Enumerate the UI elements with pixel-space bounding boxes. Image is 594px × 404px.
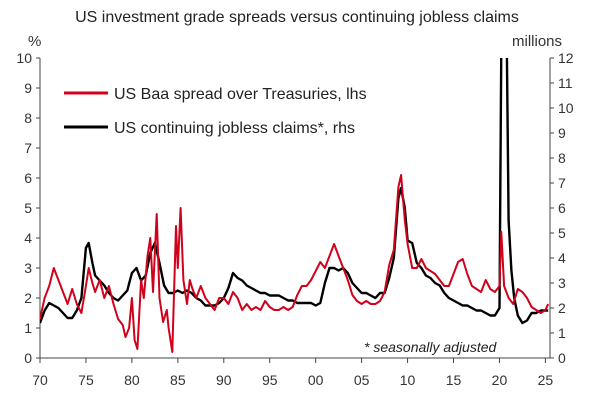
legend-label-baa-spread: US Baa spread over Treasuries, lhs xyxy=(114,86,367,103)
right-axis-unit: millions xyxy=(512,33,562,50)
x-tick-label: 95 xyxy=(262,372,278,388)
left-tick-label: 4 xyxy=(24,230,32,246)
series-line-baa-spread xyxy=(40,174,550,353)
x-tick-label: 90 xyxy=(216,372,232,388)
left-axis-unit: % xyxy=(28,33,41,50)
x-tick-label: 10 xyxy=(400,372,416,388)
left-tick-label: 7 xyxy=(24,140,32,156)
series-line-jobless-claims xyxy=(40,58,549,325)
left-tick-label: 9 xyxy=(24,80,32,96)
x-tick-label: 15 xyxy=(446,372,462,388)
left-tick-label: 2 xyxy=(24,290,32,306)
x-axis-ticks: 70 75 80 85 90 95 00 05 10 15 20 25 xyxy=(32,358,553,388)
x-tick-label: 25 xyxy=(538,372,554,388)
right-tick-label: 9 xyxy=(558,125,566,141)
right-tick-label: 4 xyxy=(558,250,566,266)
left-tick-label: 6 xyxy=(24,170,32,186)
right-tick-label: 12 xyxy=(558,50,574,66)
x-tick-label: 05 xyxy=(354,372,370,388)
left-axis-ticks: 0 1 2 3 4 5 6 7 8 9 10 xyxy=(16,50,40,366)
left-tick-label: 0 xyxy=(24,350,32,366)
x-tick-label: 00 xyxy=(308,372,324,388)
right-tick-label: 7 xyxy=(558,175,566,191)
left-tick-label: 5 xyxy=(24,200,32,216)
right-tick-label: 0 xyxy=(558,350,566,366)
right-tick-label: 11 xyxy=(558,75,573,91)
left-tick-label: 10 xyxy=(16,50,32,66)
right-tick-label: 2 xyxy=(558,300,566,316)
chart-title: US investment grade spreads versus conti… xyxy=(75,9,519,26)
x-tick-label: 70 xyxy=(32,372,48,388)
x-tick-label: 75 xyxy=(78,372,94,388)
x-tick-label: 80 xyxy=(124,372,140,388)
right-tick-label: 5 xyxy=(558,225,566,241)
legend-label-jobless-claims: US continuing jobless claims*, rhs xyxy=(114,120,355,137)
x-tick-label: 20 xyxy=(492,372,508,388)
right-tick-label: 6 xyxy=(558,200,566,216)
right-tick-label: 3 xyxy=(558,275,566,291)
annotation-seasonally-adjusted: * seasonally adjusted xyxy=(364,339,498,355)
left-tick-label: 8 xyxy=(24,110,32,126)
legend: US Baa spread over Treasuries, lhs US co… xyxy=(64,86,367,137)
right-tick-label: 10 xyxy=(558,100,574,116)
left-tick-label: 3 xyxy=(24,260,32,276)
right-tick-label: 8 xyxy=(558,150,566,166)
x-tick-label: 85 xyxy=(170,372,186,388)
left-tick-label: 1 xyxy=(24,320,32,336)
right-tick-label: 1 xyxy=(558,325,566,341)
